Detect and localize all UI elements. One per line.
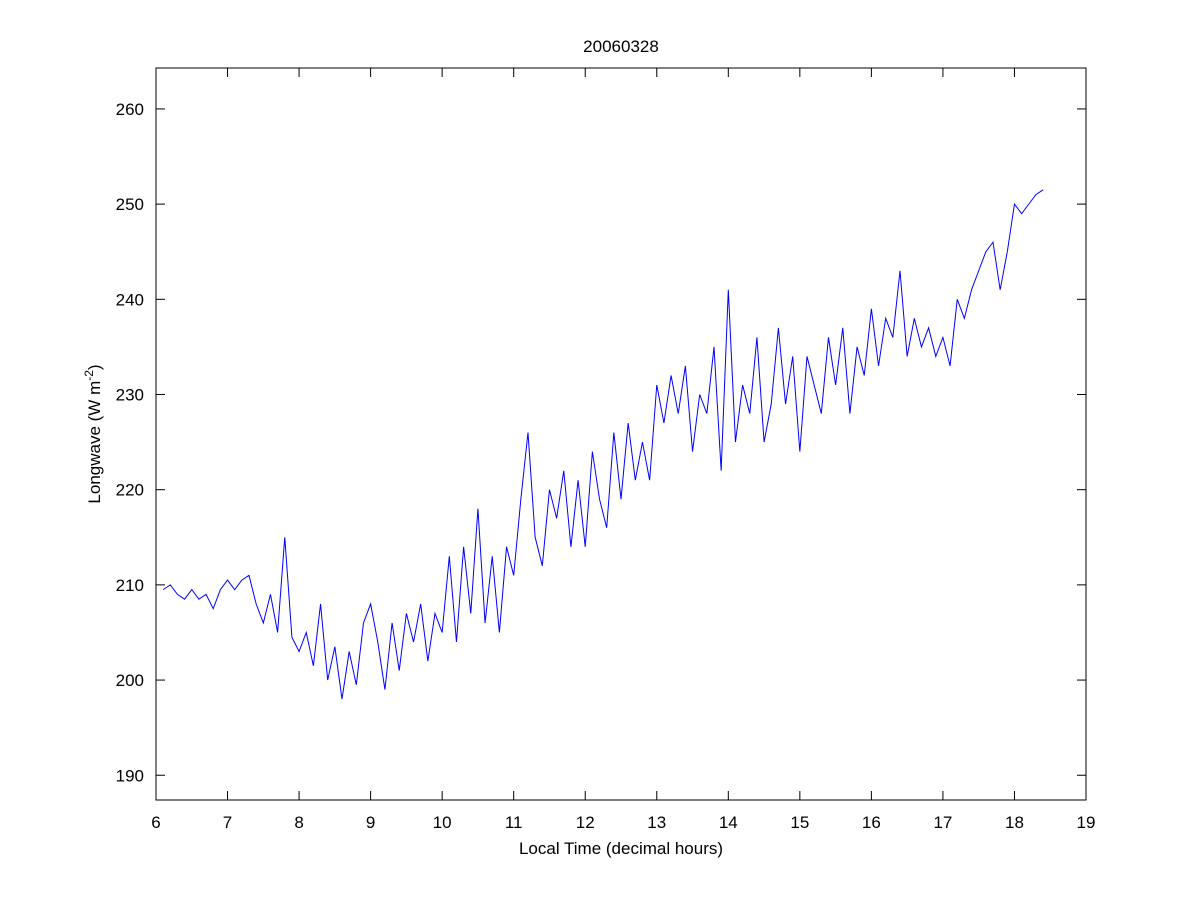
y-tick-label: 260 (116, 100, 144, 119)
x-tick-label: 19 (1077, 813, 1096, 832)
x-tick-label: 15 (790, 813, 809, 832)
x-tick-label: 14 (719, 813, 738, 832)
x-tick-label: 12 (576, 813, 595, 832)
series-line-longwave (162, 189, 1044, 700)
plot-area (156, 68, 1086, 800)
y-axis: 190 200 210 220 230 240 250 260 (116, 100, 1086, 785)
series-layer (162, 189, 1044, 700)
y-tick-label: 210 (116, 576, 144, 595)
x-tick-label: 10 (433, 813, 452, 832)
y-tick-label: 240 (116, 290, 144, 309)
x-tick-label: 17 (933, 813, 952, 832)
x-tick-label: 6 (151, 813, 160, 832)
x-tick-label: 11 (505, 813, 523, 832)
x-tick-label: 8 (294, 813, 303, 832)
y-tick-label: 250 (116, 195, 144, 214)
x-tick-label: 16 (862, 813, 881, 832)
y-axis-label-main: Longwave (W m (85, 381, 104, 504)
y-tick-label: 230 (116, 385, 144, 404)
y-axis-label-superscript: -2 (82, 370, 96, 381)
x-tick-label: 13 (647, 813, 666, 832)
x-axis-label: Local Time (decimal hours) (519, 839, 723, 858)
y-axis-label: Longwave (W m-2) (82, 364, 104, 503)
x-axis: 6 7 8 9 10 11 12 13 14 15 16 17 18 19 (151, 68, 1095, 832)
y-axis-label-suffix: ) (85, 364, 104, 370)
axes-box (155, 67, 1087, 801)
y-tick-label: 190 (116, 766, 144, 785)
x-tick-label: 7 (223, 813, 232, 832)
chart-title: 20060328 (583, 37, 659, 56)
x-tick-label: 9 (366, 813, 375, 832)
y-tick-label: 220 (116, 481, 144, 500)
y-tick-label: 200 (116, 671, 144, 690)
x-tick-label: 18 (1005, 813, 1024, 832)
